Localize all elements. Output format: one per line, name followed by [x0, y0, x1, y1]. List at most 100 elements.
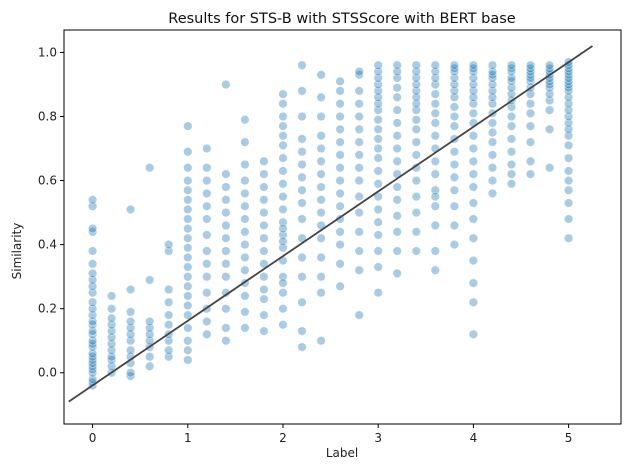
data-point [525, 108, 536, 118]
data-point [525, 66, 536, 77]
data-point [563, 214, 574, 224]
data-point [183, 176, 193, 186]
data-point [449, 60, 460, 70]
data-point [183, 262, 193, 272]
data-point [202, 214, 212, 224]
data-point [449, 159, 460, 170]
data-point [126, 307, 136, 317]
data-point [563, 92, 574, 102]
data-point [563, 131, 574, 141]
data-point [506, 134, 517, 144]
data-point [468, 60, 479, 70]
data-point [354, 310, 364, 320]
data-point [468, 214, 479, 224]
data-point [316, 182, 326, 192]
data-point [316, 233, 326, 243]
data-point [506, 147, 517, 157]
data-point [487, 176, 498, 186]
data-point [183, 163, 193, 173]
data-point [373, 288, 383, 298]
data-point [316, 195, 326, 205]
data-point [297, 342, 307, 352]
data-point [145, 361, 155, 371]
data-point [126, 336, 136, 346]
data-point [278, 192, 288, 202]
data-point [335, 163, 345, 173]
data-point [392, 246, 402, 256]
data-point [335, 99, 345, 109]
x-axis: 0 1 2 3 4 5 [89, 424, 572, 445]
data-point [240, 214, 250, 224]
data-point [183, 252, 193, 262]
data-point [202, 246, 212, 256]
data-point [202, 163, 212, 173]
data-point [430, 99, 440, 109]
data-point [335, 240, 345, 250]
data-point [335, 201, 345, 211]
data-point [373, 79, 383, 90]
data-point [221, 195, 231, 205]
data-point [297, 198, 307, 208]
data-point [335, 137, 345, 147]
data-point [297, 297, 307, 307]
data-point [468, 73, 479, 83]
data-point [411, 86, 421, 96]
data-point [449, 66, 460, 77]
data-point [106, 326, 117, 336]
data-point [221, 208, 231, 218]
data-point [563, 76, 574, 86]
data-point [563, 63, 574, 73]
data-point [411, 73, 421, 83]
data-point [373, 166, 383, 176]
data-point [449, 201, 460, 211]
data-point [278, 153, 288, 163]
points-layer [87, 57, 574, 391]
data-point [183, 355, 193, 365]
data-point [240, 323, 250, 333]
data-point [544, 105, 555, 115]
data-point [183, 214, 193, 224]
data-point [183, 224, 193, 234]
data-point [563, 118, 574, 128]
data-point [468, 86, 479, 96]
data-point [221, 233, 231, 243]
data-point [278, 99, 288, 109]
data-point [87, 259, 98, 269]
data-point [468, 92, 479, 102]
data-point [392, 66, 402, 77]
data-point [164, 246, 174, 256]
data-point [563, 176, 574, 186]
data-point [468, 63, 479, 73]
data-point [430, 265, 440, 275]
data-point [278, 278, 288, 288]
data-point [373, 179, 383, 189]
reference-line [68, 45, 593, 403]
data-point [126, 368, 136, 378]
data-point [259, 182, 269, 192]
data-point [278, 111, 288, 122]
y-axis-label: Similarity [10, 223, 24, 280]
data-point [544, 60, 555, 70]
data-point [373, 73, 383, 83]
data-point [183, 272, 193, 282]
data-point [202, 259, 212, 269]
data-point [373, 217, 383, 227]
data-point [468, 99, 479, 109]
data-point [354, 163, 364, 173]
data-point [240, 137, 250, 147]
data-point [525, 63, 536, 73]
data-point [506, 179, 517, 189]
data-point [145, 163, 155, 173]
data-point [126, 204, 136, 214]
data-point [468, 182, 479, 192]
data-point [221, 323, 231, 333]
data-point [563, 83, 574, 93]
x-axis-label: Label [326, 446, 358, 460]
data-point [183, 121, 193, 131]
data-point [106, 291, 117, 301]
data-point [335, 188, 345, 198]
data-point [392, 92, 402, 102]
data-point [240, 252, 250, 262]
data-point [411, 60, 421, 70]
data-point [411, 99, 421, 109]
